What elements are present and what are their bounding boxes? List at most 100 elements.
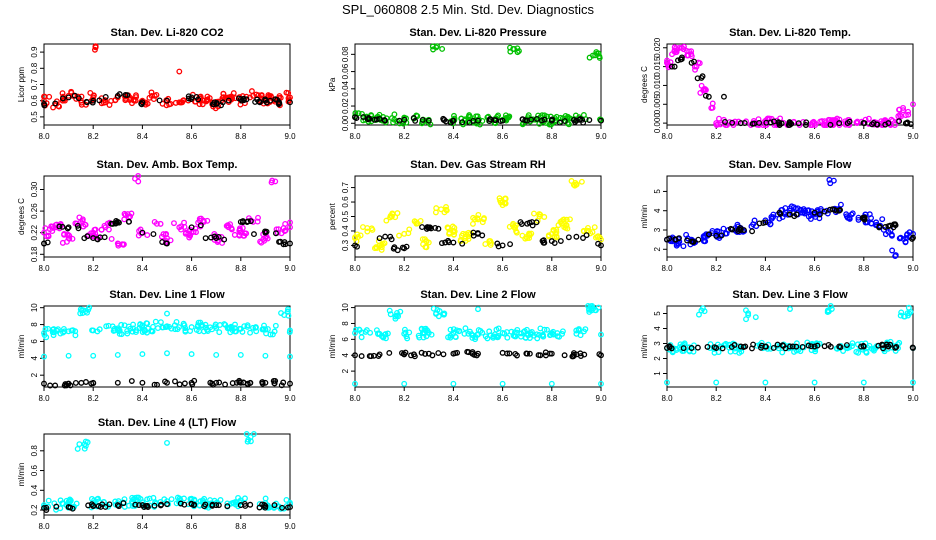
data-point (540, 239, 547, 246)
data-point (352, 330, 358, 336)
data-point (679, 348, 686, 355)
data-point (802, 122, 809, 128)
data-point (237, 351, 244, 358)
data-point (392, 214, 399, 221)
data-point (573, 233, 580, 240)
data-point (262, 228, 268, 235)
data-point (443, 206, 449, 213)
data-point (108, 236, 115, 242)
data-point (69, 235, 76, 242)
data-point (743, 316, 749, 323)
data-point (164, 439, 170, 446)
data-point (593, 50, 600, 57)
data-point (891, 221, 897, 228)
data-point (399, 244, 406, 251)
data-point (549, 116, 556, 123)
data-point (400, 350, 407, 357)
data-point (99, 501, 106, 508)
data-point (905, 312, 912, 319)
data-point (244, 322, 251, 329)
data-point (572, 119, 578, 125)
data-point (224, 503, 231, 510)
panel-title: Stan. Dev. Gas Stream RH (410, 159, 546, 171)
data-point (133, 92, 139, 99)
series-primary (664, 43, 916, 128)
data-point (487, 242, 494, 248)
data-point (355, 234, 362, 240)
data-point (59, 90, 66, 97)
data-point (675, 240, 682, 247)
data-point (450, 229, 457, 235)
data-point (231, 231, 238, 238)
data-point (197, 222, 204, 229)
y-tick-label: 4 (653, 326, 662, 331)
data-point (751, 217, 758, 224)
data-point (408, 352, 414, 359)
data-point (150, 323, 156, 330)
data-point (698, 82, 705, 89)
data-point (517, 219, 524, 226)
data-point (722, 122, 729, 128)
data-point (258, 239, 265, 246)
data-point (164, 310, 170, 317)
y-tick-label: 0.7 (341, 181, 350, 193)
plot-frame (43, 433, 291, 516)
data-point (272, 230, 279, 237)
data-point (217, 497, 224, 503)
data-point (135, 178, 142, 185)
data-point (369, 226, 376, 233)
data-point (386, 350, 393, 356)
x-tick-label: 9.0 (907, 394, 919, 403)
x-tick-label: 8.8 (546, 264, 558, 273)
data-point (43, 334, 50, 341)
data-point (905, 304, 912, 311)
data-point (98, 226, 105, 233)
data-point (78, 379, 85, 386)
data-point (96, 326, 103, 333)
data-point (142, 327, 149, 334)
series-secondary (668, 54, 914, 128)
plot-frame (43, 175, 291, 258)
panel-2: Stan. Dev. Li-820 Pressure 8.0 8.2 8.4 8.6 8.… (328, 27, 607, 141)
data-point (526, 235, 533, 242)
data-point (406, 329, 413, 336)
data-point (696, 311, 702, 318)
x-tick-label: 8.2 (399, 132, 411, 141)
data-point (465, 236, 472, 243)
data-point (559, 330, 566, 337)
data-point (583, 232, 590, 239)
data-point (221, 236, 228, 243)
data-point (805, 342, 812, 349)
data-point (396, 232, 402, 239)
data-point (66, 232, 73, 239)
panel-9: Stan. Dev. Line 3 Flow 8.0 8.2 8.4 8.6 8.8 9.0… (640, 289, 919, 403)
data-point (244, 380, 251, 387)
data-point (59, 95, 66, 102)
data-point (371, 116, 378, 123)
data-point (860, 214, 867, 221)
data-point (680, 345, 687, 352)
data-point (459, 119, 466, 126)
data-point (150, 494, 157, 501)
data-point (159, 100, 166, 107)
data-point (256, 504, 263, 511)
x-tick-label: 8.2 (88, 394, 100, 403)
y-tick-label: 4 (341, 352, 350, 357)
data-point (71, 92, 78, 99)
data-point (91, 46, 98, 53)
data-point (72, 379, 79, 386)
data-point (181, 223, 188, 230)
data-point (232, 95, 239, 102)
data-point (380, 333, 387, 340)
data-point (676, 45, 683, 51)
data-point (735, 228, 742, 235)
data-point (116, 219, 122, 226)
data-point (849, 340, 856, 347)
data-point (568, 178, 575, 184)
data-point (462, 325, 469, 332)
data-point (547, 350, 553, 357)
x-tick-label: 9.0 (595, 394, 607, 403)
data-point (434, 43, 440, 50)
data-point (837, 201, 844, 208)
x-tick-label: 8.6 (497, 132, 509, 141)
